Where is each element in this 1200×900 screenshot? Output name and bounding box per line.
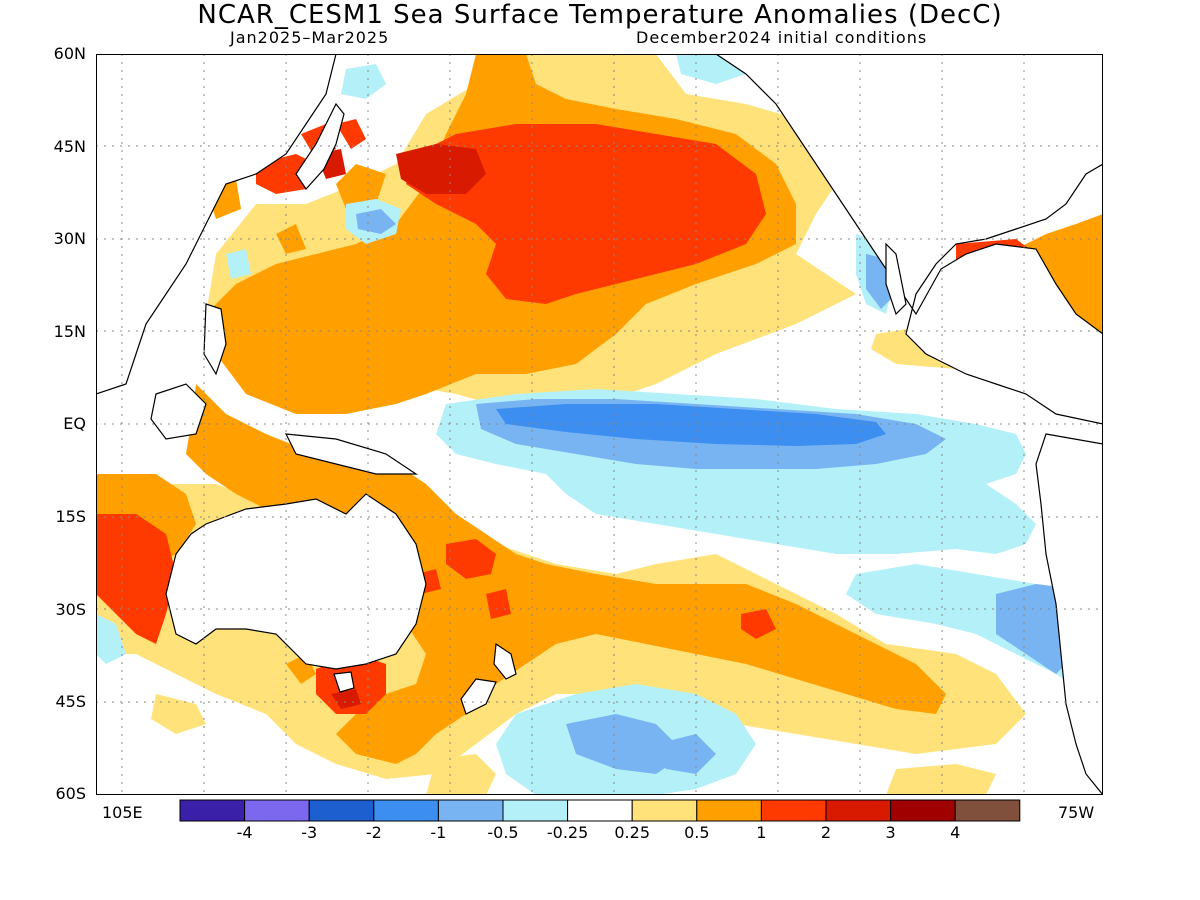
lat-label-30s: 30S <box>55 600 86 619</box>
lon-label-left: 105E <box>102 803 143 822</box>
colorbar-label-0: -4 <box>236 823 253 842</box>
colorbar-label-7: 0.5 <box>684 823 710 842</box>
initial-conditions-subtitle: December2024 initial conditions <box>636 28 928 47</box>
new-zealand-north <box>493 642 517 680</box>
lat-label-60n: 60N <box>53 44 86 63</box>
colorbar-swatch-9 <box>760 799 827 822</box>
south-america-landmass <box>1035 433 1103 795</box>
map-canvas <box>96 54 1103 795</box>
australia-landmass <box>165 493 427 670</box>
colorbar-label-10: 3 <box>885 823 896 842</box>
new-zealand-south <box>460 678 497 715</box>
colorbar-label-6: 0.25 <box>614 823 650 842</box>
colorbar-swatch-1 <box>244 799 310 822</box>
colorbar-swatch-4 <box>437 799 504 822</box>
sst-anomaly-map <box>96 54 1103 795</box>
period-subtitle: Jan2025–Mar2025 <box>230 28 390 47</box>
colorbar-label-5: -0.25 <box>546 823 589 842</box>
lat-label-15s: 15S <box>55 507 86 526</box>
lat-label-45n: 45N <box>53 137 86 156</box>
borneo-landmass <box>150 383 207 440</box>
new-guinea-landmass <box>284 433 418 475</box>
colorbar-label-1: -3 <box>301 823 318 842</box>
colorbar-label-3: -1 <box>430 823 447 842</box>
colorbar-label-11: 4 <box>950 823 961 842</box>
colorbar-swatch-12 <box>954 799 1021 822</box>
lon-label-right: 75W <box>1058 803 1095 822</box>
asia-mainland <box>96 54 337 395</box>
colorbar-swatch-3 <box>373 799 439 822</box>
lat-label-15n: 15N <box>53 322 86 341</box>
colorbar-swatch-6 <box>567 799 633 822</box>
colorbar-swatch-5 <box>502 799 569 822</box>
north-america-landmass <box>714 54 1103 425</box>
coastlines <box>96 54 1103 795</box>
colorbar-swatch-2 <box>308 799 375 822</box>
colorbar-swatch-0 <box>179 799 246 822</box>
colorbar <box>179 799 1021 822</box>
lat-label-eq: EQ <box>63 414 86 433</box>
lat-lon-grid <box>96 54 1103 795</box>
lat-label-60s: 60S <box>55 784 86 803</box>
map-border <box>96 54 1103 795</box>
colorbar-label-4: -0.5 <box>487 823 519 842</box>
colorbar-swatch-10 <box>825 799 892 822</box>
baja-california <box>885 242 907 316</box>
tasmania-landmass <box>333 671 355 693</box>
anomaly-2-3-regions <box>316 144 486 709</box>
lat-label-45s: 45S <box>55 692 86 711</box>
philippines-landmass <box>203 303 227 376</box>
colorbar-swatch-11 <box>890 799 956 822</box>
anomaly-neg-1-regions <box>496 404 886 446</box>
chart-title: NCAR_CESM1 Sea Surface Temperature Anoma… <box>197 0 1003 30</box>
colorbar-label-8: 1 <box>756 823 767 842</box>
colorbar-label-2: -2 <box>365 823 382 842</box>
colorbar-swatch-8 <box>696 799 762 822</box>
lat-label-30n: 30N <box>53 229 86 248</box>
colorbar-swatch-7 <box>631 799 698 822</box>
colorbar-label-9: 2 <box>820 823 832 842</box>
